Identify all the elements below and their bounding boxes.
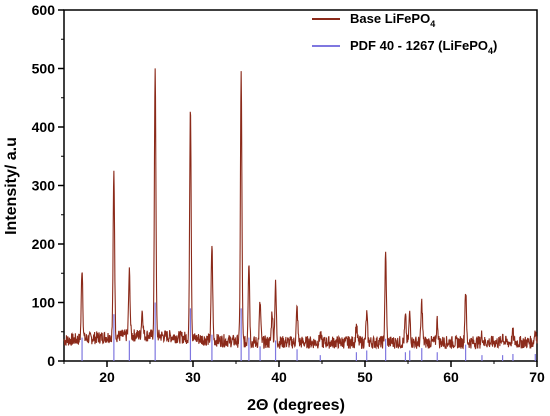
x-tick-label: 40 bbox=[271, 369, 287, 385]
x-axis-title: 2Θ (degrees) bbox=[247, 397, 345, 414]
x-tick-label: 50 bbox=[357, 369, 373, 385]
x-tick-label: 70 bbox=[529, 369, 545, 385]
base-lifepo4-pattern bbox=[63, 68, 538, 350]
x-tick-label: 60 bbox=[443, 369, 459, 385]
y-axis-title: Intensity/ a.u bbox=[3, 137, 20, 235]
axis-ticks: 20 30 40 50 60 70 0 100 200 300 400 500 600 bbox=[32, 2, 545, 385]
x-tick-label: 20 bbox=[99, 369, 115, 385]
y-tick-label: 500 bbox=[32, 61, 56, 77]
y-tick-label: 0 bbox=[47, 353, 55, 369]
y-tick-label: 300 bbox=[32, 178, 56, 194]
legend-entry: Base LiFePO4 bbox=[350, 11, 435, 29]
plot-area bbox=[63, 9, 538, 362]
y-tick-label: 100 bbox=[32, 295, 56, 311]
y-tick-label: 400 bbox=[32, 119, 56, 135]
legend-entry: PDF 40 - 1267 (LiFePO4) bbox=[350, 38, 497, 56]
y-tick-label: 600 bbox=[32, 2, 56, 18]
legend: Base LiFePO4 PDF 40 - 1267 (LiFePO4) bbox=[312, 11, 497, 56]
y-tick-label: 200 bbox=[32, 236, 56, 252]
x-tick-label: 30 bbox=[185, 369, 201, 385]
